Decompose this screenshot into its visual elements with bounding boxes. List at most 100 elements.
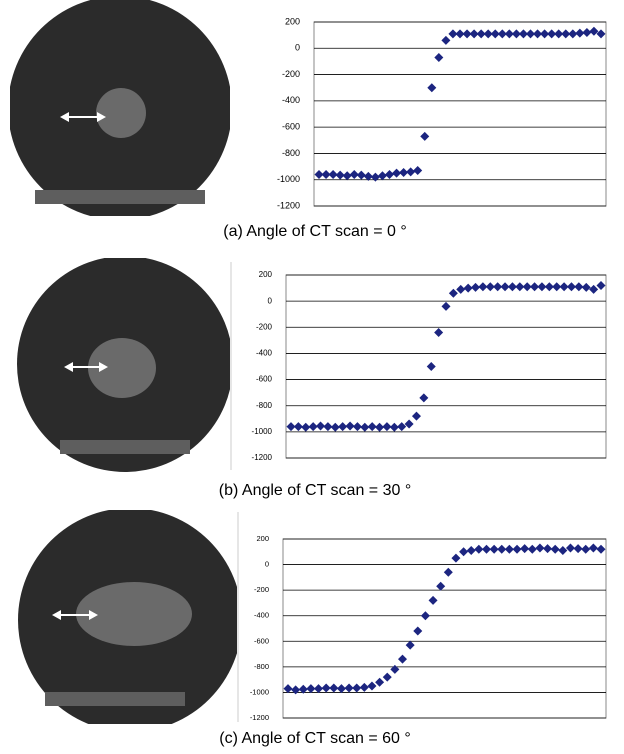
point <box>520 544 529 553</box>
point <box>343 171 352 180</box>
y-tick-label: -200 <box>256 322 273 331</box>
y-tick-label: -200 <box>282 69 300 79</box>
point <box>309 422 318 431</box>
point <box>464 284 473 293</box>
point <box>558 546 567 555</box>
point <box>375 678 384 687</box>
point <box>589 543 598 552</box>
y-tick-label: -600 <box>256 375 273 384</box>
y-tick-label: -400 <box>256 349 273 358</box>
y-tick-label: 200 <box>256 534 269 543</box>
y-tick-label: -1200 <box>250 713 269 722</box>
y-tick-label: -800 <box>254 662 269 671</box>
point <box>397 422 406 431</box>
y-tick-label: -1000 <box>277 174 300 184</box>
point <box>371 173 380 182</box>
point <box>427 362 436 371</box>
point <box>398 655 407 664</box>
point <box>436 582 445 591</box>
point <box>360 423 369 432</box>
point <box>352 683 361 692</box>
y-tick-label: 0 <box>265 560 269 569</box>
point <box>467 546 476 555</box>
page: {"chart_data": [ {"type": "scatter", "ca… <box>0 0 624 754</box>
point <box>338 422 347 431</box>
point <box>323 422 332 431</box>
point <box>291 685 300 694</box>
plot-area <box>314 22 606 206</box>
point <box>392 169 401 178</box>
y-tick-label: -1000 <box>250 687 269 696</box>
point <box>434 328 443 337</box>
point <box>441 36 450 45</box>
point <box>420 132 429 141</box>
point <box>357 171 366 180</box>
y-tick-label: 200 <box>285 16 300 26</box>
y-tick-label: 200 <box>259 270 273 279</box>
ct-image <box>8 0 232 220</box>
y-tick-label: -1200 <box>252 453 273 462</box>
point <box>597 281 606 290</box>
point <box>434 53 443 62</box>
point <box>551 545 560 554</box>
point <box>568 29 577 38</box>
point <box>574 282 583 291</box>
point <box>421 611 430 620</box>
point <box>368 422 377 431</box>
point <box>528 545 537 554</box>
y-tick-label: -800 <box>256 401 273 410</box>
point <box>383 673 392 682</box>
point <box>456 285 465 294</box>
point <box>284 684 293 693</box>
y-tick-label: 0 <box>295 43 300 53</box>
y-tick-label: -800 <box>282 148 300 158</box>
point <box>382 422 391 431</box>
point <box>314 684 323 693</box>
point <box>390 665 399 674</box>
point <box>413 166 422 175</box>
point <box>405 420 414 429</box>
point <box>427 83 436 92</box>
point <box>350 170 359 179</box>
point <box>385 170 394 179</box>
y-tick-label: -600 <box>254 636 269 645</box>
point <box>419 393 428 402</box>
y-tick-label: -400 <box>282 95 300 105</box>
point <box>329 170 338 179</box>
point <box>390 423 399 432</box>
point <box>582 28 591 37</box>
ct-image <box>18 508 242 732</box>
point <box>337 684 346 693</box>
caption: (c) Angle of CT scan = 60 ° <box>219 730 411 747</box>
point <box>449 289 458 298</box>
point <box>442 302 451 311</box>
point <box>353 422 362 431</box>
caption: (b) Angle of CT scan = 30 ° <box>219 482 411 499</box>
point <box>581 545 590 554</box>
point <box>336 171 345 180</box>
point <box>582 283 591 292</box>
point <box>406 641 415 650</box>
y-tick-label: -1000 <box>252 427 273 436</box>
ct-image <box>17 256 233 472</box>
point <box>575 29 584 38</box>
point <box>406 167 415 176</box>
y-tick-label: -200 <box>254 585 269 594</box>
point <box>444 568 453 577</box>
point <box>589 285 598 294</box>
figure: -1200-1000-800-600-400-2000200(a) Angle … <box>0 0 624 749</box>
point <box>471 283 480 292</box>
y-tick-label: 0 <box>268 296 273 305</box>
point <box>360 683 369 692</box>
point <box>543 544 552 553</box>
y-tick-label: -400 <box>254 611 269 620</box>
point <box>459 547 468 556</box>
plot-area <box>283 539 606 718</box>
y-tick-label: -600 <box>282 122 300 132</box>
point <box>399 168 408 177</box>
point <box>331 423 340 432</box>
point <box>429 596 438 605</box>
point <box>535 543 544 552</box>
point <box>375 423 384 432</box>
point <box>378 171 387 180</box>
